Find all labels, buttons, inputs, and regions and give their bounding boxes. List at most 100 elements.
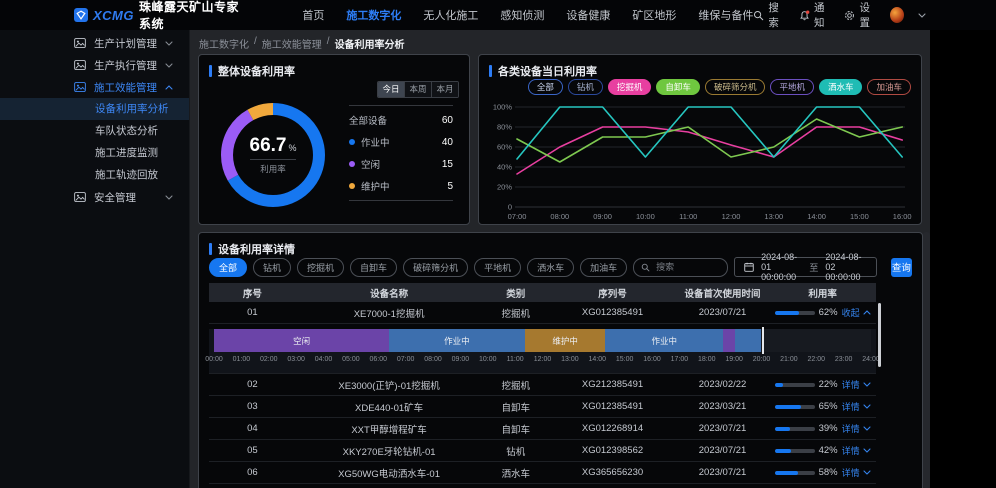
- svg-text:13:00: 13:00: [764, 212, 783, 221]
- search-input[interactable]: [654, 261, 721, 273]
- svg-text:11:00: 11:00: [679, 212, 697, 221]
- timeline-segment-2: 维护中: [524, 329, 606, 352]
- settings-button[interactable]: 设置: [844, 0, 876, 30]
- type-chip-3[interactable]: 自卸车: [656, 79, 700, 96]
- breadcrumb-item-1[interactable]: 施工效能管理: [261, 40, 322, 51]
- product-name: 珠峰露天矿山专家系统: [139, 0, 240, 31]
- top-nav: XCMG 珠峰露天矿山专家系统 首页 施工数字化 无人化施工 感知侦测 设备健康 矿区地形…: [0, 0, 996, 31]
- cell-type: 钻机: [506, 446, 526, 458]
- sidebar-subitem-2-1[interactable]: 车队状态分析: [95, 125, 158, 137]
- chevron-down-icon: [863, 382, 871, 387]
- cell-first_use: 2023/07/21: [698, 445, 747, 456]
- date-to: 2024-08-02 00:00:00: [825, 252, 862, 282]
- svg-text:14:00: 14:00: [807, 212, 826, 221]
- table-row-05: 05 XKY270E牙轮钻机-01 钻机 XG012398562 2023/07/21 4…: [209, 440, 876, 462]
- column-header-0: 序号: [242, 288, 262, 300]
- nav-item-4[interactable]: 设备健康: [566, 10, 611, 22]
- type-chip-0[interactable]: 全部: [527, 79, 563, 96]
- donut-svg: [221, 103, 325, 207]
- sidebar-group-1[interactable]: 生产执行管理: [0, 54, 189, 76]
- detail-link[interactable]: 详情: [842, 466, 871, 479]
- nav-item-2[interactable]: 无人化施工: [423, 10, 479, 22]
- filter-chip-1[interactable]: 钻机: [253, 257, 292, 277]
- detail-link[interactable]: 详情: [842, 400, 871, 413]
- legend-dot: [349, 183, 355, 189]
- type-chip-6[interactable]: 洒水车: [818, 79, 863, 96]
- utilization-bar-fill: [774, 448, 792, 453]
- type-chip-2[interactable]: 挖掘机: [607, 79, 652, 96]
- cell-first_use: 2023/07/21: [698, 467, 747, 478]
- filter-chip-3[interactable]: 自卸车: [350, 257, 398, 277]
- utilization-bar: [774, 404, 815, 409]
- action-label: 详情: [841, 424, 860, 434]
- type-chip-5[interactable]: 平地机: [770, 79, 814, 96]
- date-range-picker[interactable]: 2024-08-01 00:00:00 至 2024-08-02 00:00:0…: [734, 252, 877, 282]
- nav-item-5[interactable]: 矿区地形: [632, 10, 677, 22]
- filter-chip-2[interactable]: 挖掘机: [297, 257, 345, 277]
- notifications-button[interactable]: 通知: [799, 0, 831, 30]
- stat-value: 15: [441, 158, 453, 170]
- sidebar-group-3[interactable]: 安全管理: [0, 186, 189, 208]
- cell-name: XG50WG电动洒水车-01: [338, 468, 441, 480]
- svg-text:0: 0: [508, 203, 512, 212]
- type-chip-4[interactable]: 破碎筛分机: [704, 79, 766, 96]
- chevron-down-icon[interactable]: [918, 12, 926, 18]
- tab-range-2[interactable]: 本月: [431, 82, 458, 97]
- search-button[interactable]: 搜索: [753, 0, 785, 30]
- time-axis-label: 04:00: [314, 356, 333, 363]
- notifications-label: 通知: [813, 2, 825, 29]
- tab-range-0[interactable]: 今日: [378, 82, 404, 97]
- filter-chip-0[interactable]: 全部: [209, 257, 248, 277]
- cell-serial: XG012398562: [581, 445, 644, 456]
- cell-type: 洒水车: [501, 468, 531, 480]
- bell-icon: [799, 10, 810, 21]
- sidebar-subitem-2-2[interactable]: 施工进度监测: [95, 147, 158, 159]
- type-chip-1[interactable]: 钻机: [567, 79, 603, 96]
- column-header-1: 设备名称: [370, 288, 409, 300]
- sidebar: 生产计划管理 生产执行管理 施工效能管理 设备利用率分析车队状态分析 施工进度监测 施工轨…: [0, 30, 190, 488]
- stat-label: 作业中: [361, 138, 390, 149]
- cell-rate: 65% 详情: [769, 400, 876, 413]
- cell-type: 自卸车: [501, 424, 531, 436]
- sidebar-subitem-2-0[interactable]: 设备利用率分析: [0, 98, 189, 120]
- cell-rate: 39% 详情: [769, 422, 876, 435]
- detail-link[interactable]: 详情: [842, 444, 871, 457]
- filter-chip-5[interactable]: 平地机: [474, 257, 522, 277]
- table-scrollbar-thumb[interactable]: [878, 303, 881, 367]
- type-chip-7[interactable]: 加油车: [867, 79, 911, 96]
- svg-text:20%: 20%: [497, 183, 512, 192]
- nav-item-6[interactable]: 维保与备件: [698, 10, 754, 22]
- equipment-stats: 全部设备 60 作业中 40 空闲 15 维护中 5: [349, 105, 453, 201]
- breadcrumb: 施工数字化 / 施工效能管理 / 设备利用率分析: [199, 36, 405, 51]
- nav-item-0[interactable]: 首页: [302, 10, 325, 22]
- sidebar-group-0[interactable]: 生产计划管理: [0, 32, 189, 54]
- utilization-bar: [774, 448, 815, 453]
- cell-no: 05: [247, 445, 258, 456]
- query-button[interactable]: 查询: [890, 257, 912, 277]
- sidebar-subitem-2-3[interactable]: 施工轨迹回放: [95, 169, 158, 181]
- cell-rate: 22% 详情: [769, 378, 876, 391]
- sidebar-group-2[interactable]: 施工效能管理: [0, 76, 189, 98]
- stat-value: 40: [441, 136, 453, 148]
- utilization-percent: 22%: [818, 379, 838, 390]
- filter-chip-4[interactable]: 破碎筛分机: [403, 257, 469, 277]
- detail-link[interactable]: 详情: [842, 422, 871, 435]
- column-header-2: 类别: [506, 288, 526, 300]
- avatar[interactable]: [889, 7, 904, 23]
- filter-chip-6[interactable]: 洒水车: [527, 257, 575, 277]
- svg-text:60%: 60%: [497, 143, 512, 152]
- svg-text:07:00: 07:00: [508, 212, 527, 221]
- nav-item-3[interactable]: 感知侦测: [500, 10, 545, 22]
- panel-scrollbar-track: [923, 232, 930, 488]
- tab-range-1[interactable]: 本周: [404, 82, 431, 97]
- action-label: 详情: [841, 380, 860, 390]
- nav-item-1[interactable]: 施工数字化: [346, 10, 402, 22]
- collapse-link[interactable]: 收起: [842, 306, 871, 319]
- detail-link[interactable]: 详情: [842, 378, 871, 391]
- filter-chip-7[interactable]: 加油车: [580, 257, 628, 277]
- breadcrumb-item-0[interactable]: 施工数字化: [199, 40, 249, 51]
- time-axis-label: 16:00: [643, 356, 661, 363]
- search-box[interactable]: [633, 257, 729, 277]
- image-icon: [74, 38, 86, 48]
